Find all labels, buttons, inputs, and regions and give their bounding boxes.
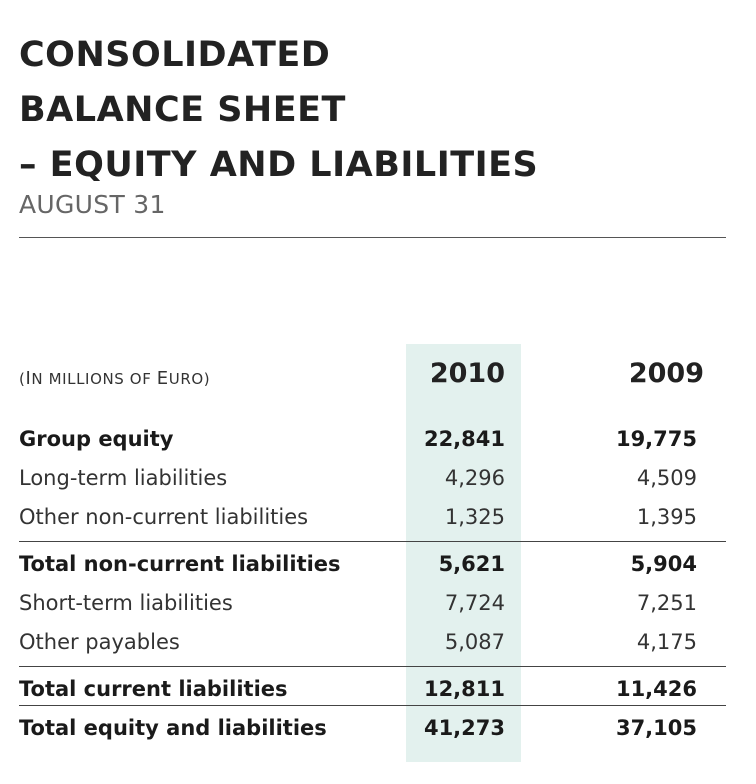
table-row: Total non-current liabilities 5,621 5,904	[0, 549, 756, 579]
value-2009: 1,395	[636, 505, 697, 529]
column-2010-highlight	[406, 344, 521, 762]
value-2010: 41,273	[423, 716, 505, 740]
value-2010: 1,325	[444, 505, 505, 529]
units-end: URO)	[168, 370, 211, 388]
table-row: Total equity and liabilities 41,273 37,105	[0, 713, 756, 743]
row-label: Group equity	[19, 427, 174, 451]
header-divider	[19, 237, 726, 238]
table-row: Short-term liabilities 7,724 7,251	[0, 588, 756, 618]
value-2009: 7,251	[636, 591, 697, 615]
title-line-3: – EQUITY AND LIABILITIES	[19, 145, 539, 185]
table-row: Total current liabilities 12,811 11,426	[0, 674, 756, 704]
row-label: Other non-current liabilities	[19, 505, 309, 529]
units-open: (	[19, 370, 26, 388]
table-row: Other non-current liabilities 1,325 1,395	[0, 502, 756, 532]
value-2009: 4,175	[636, 630, 697, 654]
table-row: Group equity 22,841 19,775	[0, 424, 756, 454]
row-label: Short-term liabilities	[19, 591, 233, 615]
value-2010: 5,087	[444, 630, 505, 654]
units-label: (IN MILLIONS OF EURO)	[19, 368, 210, 389]
value-2010: 7,724	[444, 591, 505, 615]
row-label: Other payables	[19, 630, 180, 654]
title-line-2: BALANCE SHEET	[19, 90, 346, 130]
value-2009: 4,509	[636, 466, 697, 490]
units-cap-i: I	[25, 368, 32, 389]
row-label: Total current liabilities	[19, 677, 288, 701]
units-cap-e: E	[156, 368, 169, 389]
column-header-2009: 2009	[628, 358, 704, 389]
value-2010: 4,296	[444, 466, 505, 490]
page-subtitle: AUGUST 31	[19, 190, 166, 219]
value-2009: 19,775	[615, 427, 697, 451]
value-2009: 37,105	[615, 716, 697, 740]
row-separator	[19, 666, 726, 667]
value-2009: 11,426	[615, 677, 697, 701]
units-rest: N MILLIONS OF	[31, 370, 157, 388]
row-label: Total equity and liabilities	[19, 716, 327, 740]
row-separator	[19, 541, 726, 542]
value-2010: 22,841	[423, 427, 505, 451]
value-2010: 12,811	[423, 677, 505, 701]
row-separator	[19, 705, 726, 706]
column-header-2010: 2010	[429, 358, 505, 389]
table-row: Long-term liabilities 4,296 4,509	[0, 463, 756, 493]
table-row: Other payables 5,087 4,175	[0, 627, 756, 657]
title-line-1: CONSOLIDATED	[19, 35, 331, 75]
page-title: CONSOLIDATED BALANCE SHEET – EQUITY AND …	[19, 28, 538, 193]
row-label: Total non-current liabilities	[19, 552, 341, 576]
row-label: Long-term liabilities	[19, 466, 228, 490]
value-2009: 5,904	[630, 552, 697, 576]
value-2010: 5,621	[438, 552, 505, 576]
